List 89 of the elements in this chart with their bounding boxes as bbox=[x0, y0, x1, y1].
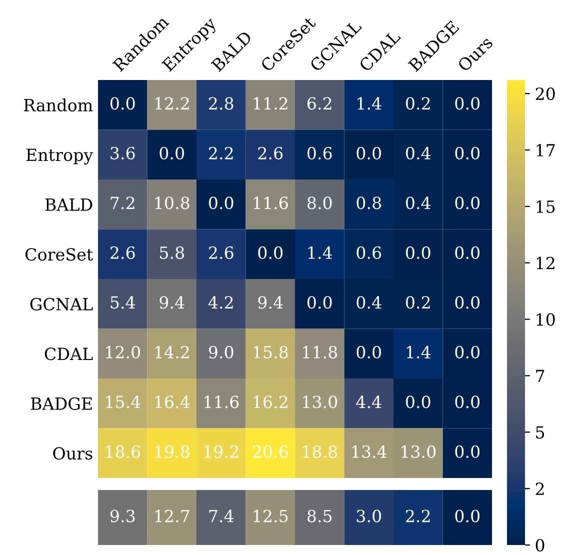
data-label: 0.0 bbox=[455, 445, 480, 458]
data-label: 12.5 bbox=[254, 510, 288, 522]
data-label: 0.2 bbox=[406, 296, 430, 309]
data-label: 11.6 bbox=[204, 396, 239, 408]
color-bar-label: 5 bbox=[536, 426, 544, 439]
data-label: 0.6 bbox=[356, 246, 382, 259]
y-tick-label: Ours bbox=[53, 447, 92, 460]
data-label: 0.0 bbox=[455, 246, 480, 259]
data-label: 11.6 bbox=[254, 196, 288, 210]
data-label: 8.5 bbox=[307, 510, 332, 522]
y-tick-label: BALD bbox=[45, 198, 92, 211]
y-tick-label: Entropy bbox=[26, 148, 94, 165]
data-label: 0.0 bbox=[406, 246, 430, 259]
data-label: 7.2 bbox=[110, 196, 134, 210]
data-label: 0.4 bbox=[406, 146, 431, 160]
data-label: 0.0 bbox=[455, 196, 480, 210]
data-label: 11.2 bbox=[254, 97, 288, 110]
data-label: 1.4 bbox=[308, 246, 332, 259]
data-label: 5.8 bbox=[160, 246, 184, 259]
color-bar-label: 7 bbox=[536, 370, 544, 382]
data-label: 18.6 bbox=[106, 445, 140, 458]
data-label: 0.0 bbox=[208, 196, 234, 210]
data-label: 20.6 bbox=[252, 445, 288, 458]
data-label: 13.0 bbox=[402, 445, 436, 458]
y-tick-label: CDAL bbox=[44, 348, 93, 360]
data-label: 0.2 bbox=[406, 97, 430, 110]
data-label: 0.0 bbox=[455, 346, 480, 358]
data-label: 19.2 bbox=[204, 445, 238, 458]
data-label: 0.0 bbox=[455, 510, 480, 522]
data-label: 2.6 bbox=[209, 246, 234, 259]
data-label: 2.6 bbox=[258, 146, 283, 160]
data-label: 14.2 bbox=[155, 346, 189, 358]
color-bar-label: 17 bbox=[536, 144, 555, 156]
color-bar-label: 12 bbox=[536, 256, 554, 270]
data-label: 1.4 bbox=[358, 97, 382, 110]
y-tick-label: BADGE bbox=[30, 397, 92, 410]
data-label: 0.0 bbox=[455, 296, 480, 309]
data-label: 0.0 bbox=[356, 146, 382, 160]
data-label: 3.0 bbox=[356, 510, 382, 522]
data-label: 12.7 bbox=[155, 510, 190, 522]
data-label: 12.2 bbox=[155, 97, 189, 110]
data-label: 0.0 bbox=[258, 246, 283, 259]
data-label: 2.6 bbox=[110, 246, 135, 259]
data-label: 8.0 bbox=[307, 196, 332, 210]
data-label: 4.4 bbox=[356, 396, 382, 408]
data-label: 13.4 bbox=[352, 445, 387, 458]
data-label: 0.0 bbox=[110, 97, 135, 110]
color-bar-label: 20 bbox=[536, 88, 555, 100]
data-label: 0.4 bbox=[356, 296, 382, 309]
data-label: 9.4 bbox=[160, 296, 184, 309]
data-label: 2.2 bbox=[209, 146, 233, 160]
data-label: 10.8 bbox=[155, 196, 190, 210]
data-label: 1.4 bbox=[406, 346, 431, 358]
data-label: 11.8 bbox=[303, 346, 338, 358]
data-label: 16.4 bbox=[155, 396, 190, 408]
data-label: 0.0 bbox=[406, 396, 430, 408]
data-label: 0.4 bbox=[406, 196, 431, 210]
data-label: 0.0 bbox=[356, 346, 382, 358]
data-label: 15.8 bbox=[254, 346, 288, 358]
data-label: 16.2 bbox=[254, 396, 288, 408]
color-bar-label: 10 bbox=[536, 313, 555, 326]
data-label: 5.4 bbox=[110, 296, 136, 309]
data-label: 0.0 bbox=[160, 146, 184, 160]
data-label: 12.0 bbox=[106, 346, 140, 358]
data-label: 0.8 bbox=[356, 196, 382, 210]
data-label: 0.0 bbox=[307, 296, 332, 309]
data-label: 19.8 bbox=[155, 445, 190, 458]
color-bar-label: 2 bbox=[536, 482, 544, 495]
y-tick-label: Random bbox=[24, 98, 93, 112]
color-bar-label: 15 bbox=[536, 200, 555, 213]
data-label: 9.0 bbox=[208, 346, 234, 358]
data-label: 0.6 bbox=[307, 146, 332, 160]
data-label: 7.4 bbox=[209, 510, 234, 522]
data-label: 2.8 bbox=[209, 97, 234, 110]
data-label: 0.0 bbox=[455, 396, 480, 408]
data-label: 4.2 bbox=[208, 296, 233, 309]
data-label: 9.3 bbox=[110, 510, 135, 522]
data-label: 2.2 bbox=[406, 510, 430, 522]
data-label: 6.2 bbox=[307, 97, 332, 110]
data-label: 9.4 bbox=[258, 296, 283, 309]
data-label: 13.0 bbox=[303, 396, 338, 408]
data-label: 3.6 bbox=[110, 146, 135, 160]
data-label: 15.4 bbox=[106, 396, 140, 408]
data-label: 18.8 bbox=[303, 445, 338, 458]
color-bar-label: 0 bbox=[536, 538, 544, 552]
data-label: 0.0 bbox=[455, 146, 480, 160]
y-tick-label: CoreSet bbox=[25, 248, 94, 261]
y-tick-label: GCNAL bbox=[30, 298, 93, 310]
data-label: 0.0 bbox=[455, 97, 480, 110]
